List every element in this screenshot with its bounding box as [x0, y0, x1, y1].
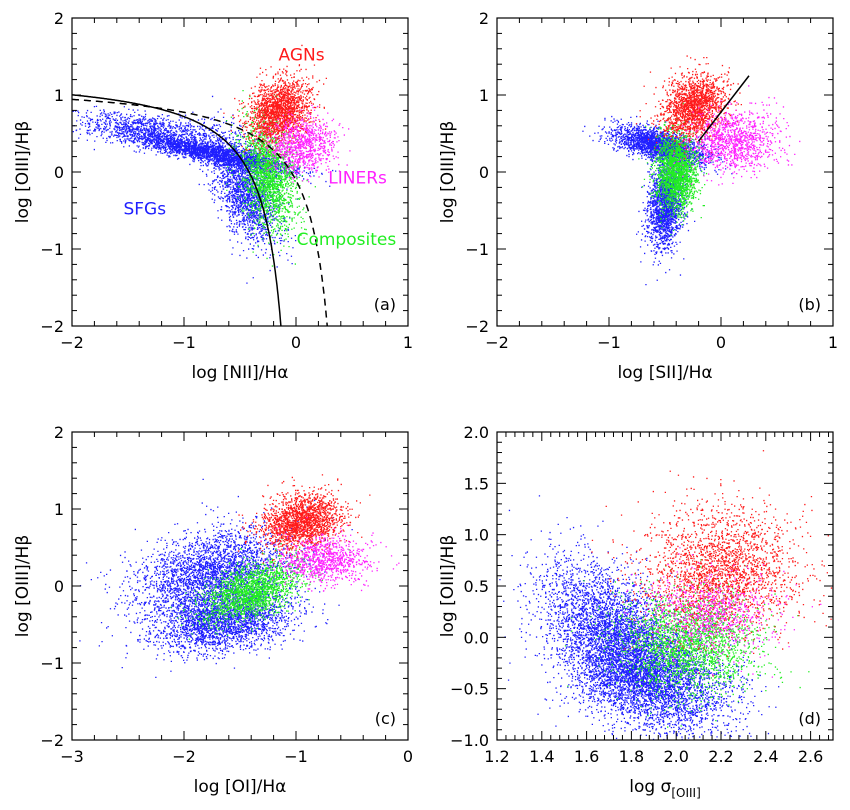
kauffmann-curve	[72, 94, 282, 326]
y-tick-label: 2	[479, 9, 489, 28]
x-tick-label: −2	[485, 333, 509, 352]
y-tick-label: 0	[479, 163, 489, 182]
x-axis-label: log [NII]/Hα	[191, 363, 288, 383]
series-composites	[226, 90, 316, 267]
panel-label: (d)	[798, 709, 821, 728]
x-tick-label: −3	[60, 747, 84, 766]
panel-label: (c)	[375, 709, 396, 728]
y-axis-label: log [OIII]/Hβ	[438, 121, 458, 223]
y-axis-label: log [OIII]/Hβ	[13, 121, 33, 223]
points-sfgs	[79, 478, 353, 678]
x-tick-label: −1	[597, 333, 621, 352]
y-tick-label: −1.0	[450, 731, 489, 750]
y-tick-label: 1.0	[464, 526, 489, 545]
points-liners	[255, 104, 351, 183]
x-tick-label: −1	[284, 747, 308, 766]
series-liners	[624, 547, 822, 678]
scatter-points	[497, 450, 833, 740]
x-tick-label: −2	[60, 333, 84, 352]
x-tick-label: −1	[172, 333, 196, 352]
class-label-sfgs: SFGs	[123, 199, 166, 219]
y-axis-label: log [OIII]/Hβ	[438, 535, 458, 637]
points-liners	[624, 547, 822, 678]
x-tick-label: 2.4	[753, 747, 778, 766]
points-composites	[638, 102, 712, 236]
y-tick-label: −2	[40, 731, 64, 750]
points-composites	[564, 559, 833, 728]
x-tick-label: 2.0	[663, 747, 688, 766]
y-tick-label: −0.5	[450, 680, 489, 699]
y-tick-label: 1	[479, 86, 489, 105]
panel-b: −2 −1 0 1 −2 −1 0 1 2 log [SII]/Hα log [OIII]/Hβ (b…	[438, 9, 838, 383]
x-tick-label: 2.6	[798, 747, 823, 766]
series-composites	[170, 538, 350, 640]
points-agns	[237, 474, 371, 567]
series-agns	[237, 474, 371, 567]
x-tick-label: 1	[403, 333, 413, 352]
series-sfgs	[497, 495, 780, 740]
y-tick-label: −2	[465, 317, 489, 336]
panel-label: (a)	[374, 295, 396, 314]
series-composites	[638, 102, 712, 236]
series-liners	[255, 104, 351, 183]
y-tick-label: −1	[40, 654, 64, 673]
y-tick-label: −1	[40, 240, 64, 259]
series-agns	[635, 55, 742, 160]
y-tick-label: 2.0	[464, 423, 489, 442]
x-tick-label: 2.2	[708, 747, 733, 766]
y-tick-label: 0	[54, 577, 64, 596]
x-tick-label: −2	[172, 747, 196, 766]
class-label-liners: LINERs	[328, 169, 387, 189]
points-composites	[170, 538, 350, 640]
x-axis-label: log σ[OIII]	[629, 777, 701, 800]
x-tick-label: 0	[716, 333, 726, 352]
x-tick-label: 1	[828, 333, 838, 352]
series-agns	[223, 44, 327, 164]
x-axis-label: log [SII]/Hα	[617, 363, 712, 383]
x-tick-label: 0	[403, 747, 413, 766]
y-tick-label: 0.5	[464, 577, 489, 596]
x-tick-label: 1.6	[574, 747, 599, 766]
series-liners	[658, 85, 801, 186]
class-label-agns: AGNs	[279, 45, 325, 65]
y-tick-label: 0.0	[464, 628, 489, 647]
scatter-points	[582, 55, 801, 286]
series-composites	[564, 559, 833, 728]
panel-d: 1.2 1.4 1.6 1.8 2.0 2.2 2.4 2.6 −1.0 −0.5 0.0 0.5 1.…	[438, 423, 834, 800]
kewley-curve	[72, 98, 329, 326]
y-tick-label: 1.5	[464, 474, 489, 493]
points-agns	[223, 44, 327, 164]
points-liners	[658, 85, 801, 186]
x-tick-label: 1.4	[529, 747, 554, 766]
points-sfgs	[582, 115, 733, 286]
x-axis-label: log [OI]/Hα	[194, 777, 287, 797]
class-label-composites: Composites	[297, 230, 397, 250]
x-tick-label: 1.8	[619, 747, 644, 766]
points-agns	[635, 55, 742, 160]
series-sfgs	[79, 478, 353, 678]
points-sfgs	[497, 495, 780, 740]
y-tick-label: −1	[465, 240, 489, 259]
y-tick-label: 1	[54, 86, 64, 105]
x-tick-label: 0	[291, 333, 301, 352]
y-tick-label: 2	[54, 9, 64, 28]
points-composites	[226, 90, 316, 267]
seyfert-liner-line	[698, 75, 750, 142]
scatter-points	[79, 474, 400, 678]
y-tick-label: −2	[40, 317, 64, 336]
y-tick-label: 2	[54, 423, 64, 442]
panel-a: −2 −1 0 1 −2 −1 0 1 2 log [NII]/Hα log [OIII]/Hβ (a…	[13, 9, 413, 383]
series-sfgs	[582, 115, 733, 286]
y-tick-label: 0	[54, 163, 64, 182]
y-axis-label: log [OIII]/Hβ	[13, 535, 33, 637]
x-tick-label: 1.2	[484, 747, 509, 766]
y-tick-label: 1	[54, 500, 64, 519]
panel-label: (b)	[798, 295, 821, 314]
